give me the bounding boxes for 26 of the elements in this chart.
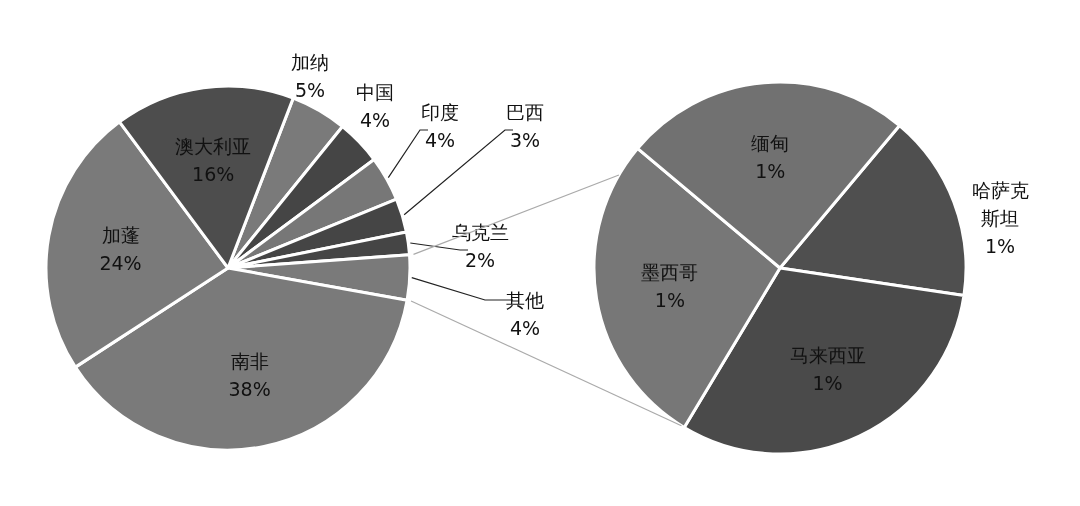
slice-label: 哈萨克斯坦 [971, 179, 1029, 229]
data-label: 1% [654, 289, 686, 312]
slice-label: 加纳 [291, 51, 329, 73]
slice-label: 墨西哥 [641, 261, 699, 284]
slice-label: 巴西 [506, 101, 544, 123]
data-label: 4% [509, 317, 541, 339]
data-label: 4% [424, 129, 456, 151]
data-label: 1% [984, 235, 1016, 257]
data-label: 1% [812, 371, 843, 394]
slice-label: 乌克兰 [451, 221, 509, 243]
slice-label: 其他 [506, 289, 544, 311]
slice-label: 中国 [356, 81, 394, 103]
slice-label: 加蓬 [101, 223, 140, 246]
slice-label: 马来西亚 [789, 343, 866, 366]
data-label: 2% [464, 249, 496, 271]
data-label: 4% [359, 109, 391, 131]
data-label: 1% [755, 159, 786, 182]
data-label: 3% [509, 129, 541, 151]
data-label: 24% [99, 251, 142, 274]
slice-label: 南非 [230, 350, 269, 373]
data-label: 5% [294, 79, 326, 101]
slice-label: 印度 [421, 101, 459, 123]
slice-label: 缅甸 [751, 131, 790, 154]
data-label: 16% [192, 162, 235, 185]
data-label: 38% [228, 378, 271, 401]
slice-label: 澳大利亚 [175, 134, 252, 157]
